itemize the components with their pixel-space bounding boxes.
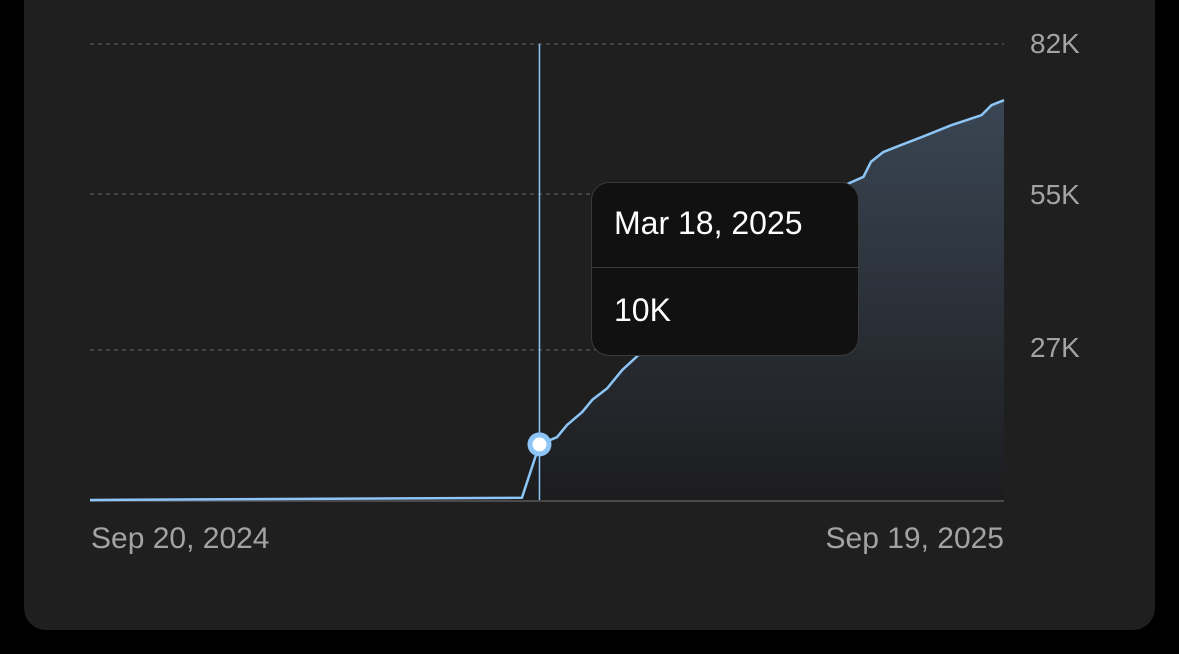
tooltip: Mar 18, 2025 10K: [591, 182, 859, 356]
y-tick-label: 82K: [1030, 28, 1080, 59]
x-tick-label-start: Sep 20, 2024: [91, 522, 270, 555]
x-tick-label-end: Sep 19, 2025: [825, 522, 1005, 555]
selected-point: [532, 437, 547, 452]
area-fill: [90, 100, 1004, 500]
y-tick-label: 27K: [1030, 332, 1080, 363]
tooltip-date: Mar 18, 2025: [592, 183, 858, 268]
y-tick-label: 55K: [1030, 179, 1080, 210]
tooltip-value: 10K: [614, 292, 671, 328]
